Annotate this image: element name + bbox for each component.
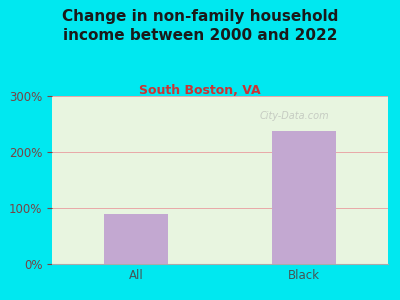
Bar xyxy=(104,214,168,264)
Text: Change in non-family household
income between 2000 and 2022: Change in non-family household income be… xyxy=(62,9,338,43)
Bar xyxy=(272,131,336,264)
Text: City-Data.com: City-Data.com xyxy=(259,111,329,121)
Text: South Boston, VA: South Boston, VA xyxy=(139,84,261,97)
